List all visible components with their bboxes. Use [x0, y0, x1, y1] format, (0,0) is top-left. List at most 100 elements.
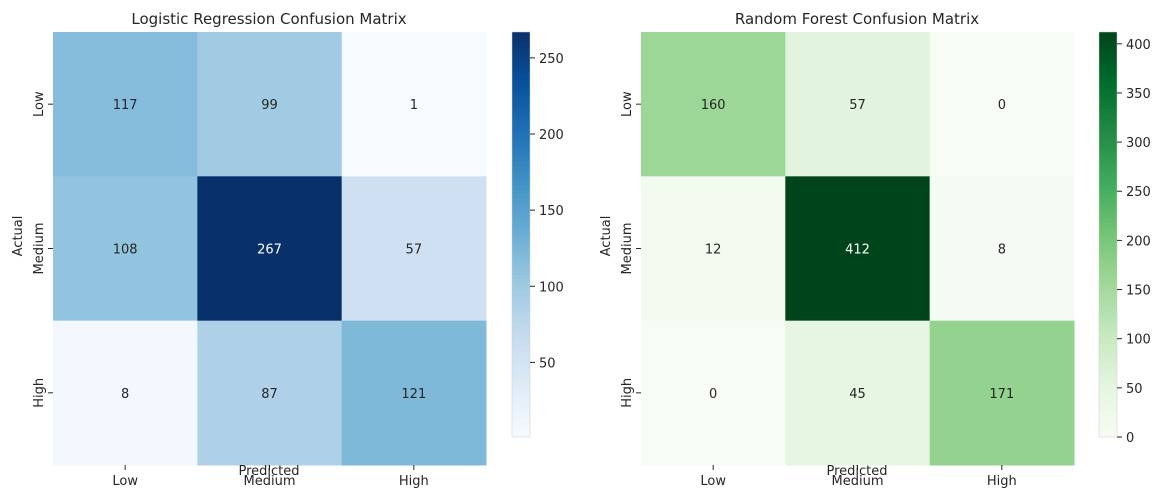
colorbar-segment — [512, 246, 530, 252]
colorbar-segment — [1099, 60, 1117, 65]
cell-value-label: 1 — [410, 98, 418, 113]
x-axis-label: Predicted — [826, 464, 887, 479]
colorbar-segment — [512, 218, 530, 223]
colorbar-segment — [1099, 392, 1117, 398]
colorbar-segment — [1099, 48, 1117, 53]
colorbar-segment — [1099, 234, 1117, 240]
colorbar-segment — [1099, 177, 1117, 183]
cell-value-label: 0 — [709, 387, 717, 402]
colorbar-segment — [512, 416, 530, 422]
colorbar-segment — [512, 161, 530, 167]
colorbar-segment — [512, 275, 530, 280]
colorbar-segment — [512, 226, 530, 232]
colorbar-segment — [1099, 412, 1117, 418]
heatmap-cell — [929, 176, 1075, 322]
colorbar-segment — [512, 335, 530, 341]
colorbar-segment — [1099, 384, 1117, 389]
x-axis-ticks: Low Medium High — [700, 465, 1017, 489]
y-tick-label: Medium — [620, 223, 635, 275]
cell-value-label: 0 — [998, 98, 1006, 113]
colorbar-segment — [1099, 145, 1117, 151]
y-tick-label: Low — [32, 91, 47, 117]
y-tick-label: High — [32, 378, 47, 408]
x-tick-label: Medium — [832, 474, 884, 489]
colorbar-tick-label: 100 — [1126, 333, 1151, 348]
cell-value-label: 160 — [701, 98, 726, 113]
colorbar-segment — [512, 266, 530, 272]
y-axis-label: Actual — [599, 216, 614, 257]
colorbar-segment — [512, 189, 530, 195]
colorbar-segment — [512, 400, 530, 406]
colorbar-segment — [1099, 262, 1117, 268]
colorbar-segment — [512, 319, 530, 325]
colorbar-segment — [1099, 40, 1117, 45]
colorbar-segment — [512, 92, 530, 98]
cell-value-label: 8 — [121, 387, 129, 402]
colorbar-segment — [1099, 64, 1117, 70]
colorbar-segment — [1099, 169, 1117, 175]
cell-value-label: 412 — [845, 243, 870, 258]
colorbar-segment — [1099, 194, 1117, 199]
colorbar-segment — [512, 299, 530, 304]
colorbar-segment — [512, 202, 530, 207]
colorbar-segment — [1099, 189, 1117, 195]
colorbar-segment — [512, 238, 530, 244]
colorbar-segment — [1099, 141, 1117, 146]
colorbar-segment — [512, 339, 530, 345]
colorbar-segment — [1099, 356, 1117, 361]
colorbar-segment — [512, 343, 530, 349]
heatmap-cells: 117 99 1 108 267 57 8 87 121 — [53, 32, 487, 466]
colorbar-tick-label: 150 — [1126, 284, 1151, 299]
heatmap-cell — [197, 176, 343, 322]
colorbar-segment — [512, 113, 530, 118]
colorbar-segment — [1099, 68, 1117, 74]
colorbar-tick-label: 150 — [539, 204, 564, 219]
colorbar-segment — [512, 88, 530, 94]
colorbar-segment — [512, 315, 530, 321]
colorbar-segment — [512, 347, 530, 353]
colorbar-segment — [1099, 165, 1117, 171]
colorbar-segment — [512, 408, 530, 414]
colorbar-segment — [1099, 206, 1117, 211]
colorbar-frame — [1098, 31, 1118, 438]
colorbar-segment — [512, 121, 530, 126]
colorbar-segment — [512, 270, 530, 276]
colorbar-segment — [512, 56, 530, 61]
colorbar-segment — [512, 129, 530, 134]
colorbar-segment — [1099, 266, 1117, 272]
colorbar-segment — [1099, 250, 1117, 256]
colorbar-segment — [1099, 52, 1117, 57]
colorbar-segment — [1099, 432, 1117, 438]
heatmap-cell — [929, 320, 1075, 466]
y-axis-ticks: Low Medium High — [32, 91, 53, 408]
colorbar-segment — [512, 60, 530, 65]
colorbar-segment — [512, 108, 530, 114]
colorbar-segment — [512, 169, 530, 175]
colorbar-segment — [512, 153, 530, 159]
colorbar-segment — [512, 376, 530, 381]
colorbar-segment — [1099, 275, 1117, 280]
colorbar-segment — [1099, 307, 1117, 313]
colorbar-segment — [512, 384, 530, 389]
cell-value-label: 267 — [257, 243, 282, 258]
colorbar-segment — [512, 145, 530, 151]
colorbar-segment — [512, 356, 530, 361]
colorbar-segment — [512, 165, 530, 171]
colorbar-segment — [1099, 351, 1117, 357]
colorbar-segment — [512, 84, 530, 90]
colorbar-segment — [1099, 44, 1117, 49]
colorbar-segment — [512, 96, 530, 102]
colorbar-segment — [512, 181, 530, 187]
colorbar-segment — [1099, 137, 1117, 142]
heatmap-cell — [641, 320, 786, 466]
colorbar-segment — [1099, 287, 1117, 292]
colorbar-segment — [1099, 96, 1117, 102]
colorbar-segment — [512, 331, 530, 337]
colorbar-segment — [1099, 230, 1117, 236]
colorbar-segment — [1099, 72, 1117, 78]
colorbar-segment — [512, 157, 530, 163]
colorbar-segment — [1099, 380, 1117, 385]
colorbar-tick-label: 400 — [1126, 38, 1151, 53]
colorbar-segment — [512, 173, 530, 179]
